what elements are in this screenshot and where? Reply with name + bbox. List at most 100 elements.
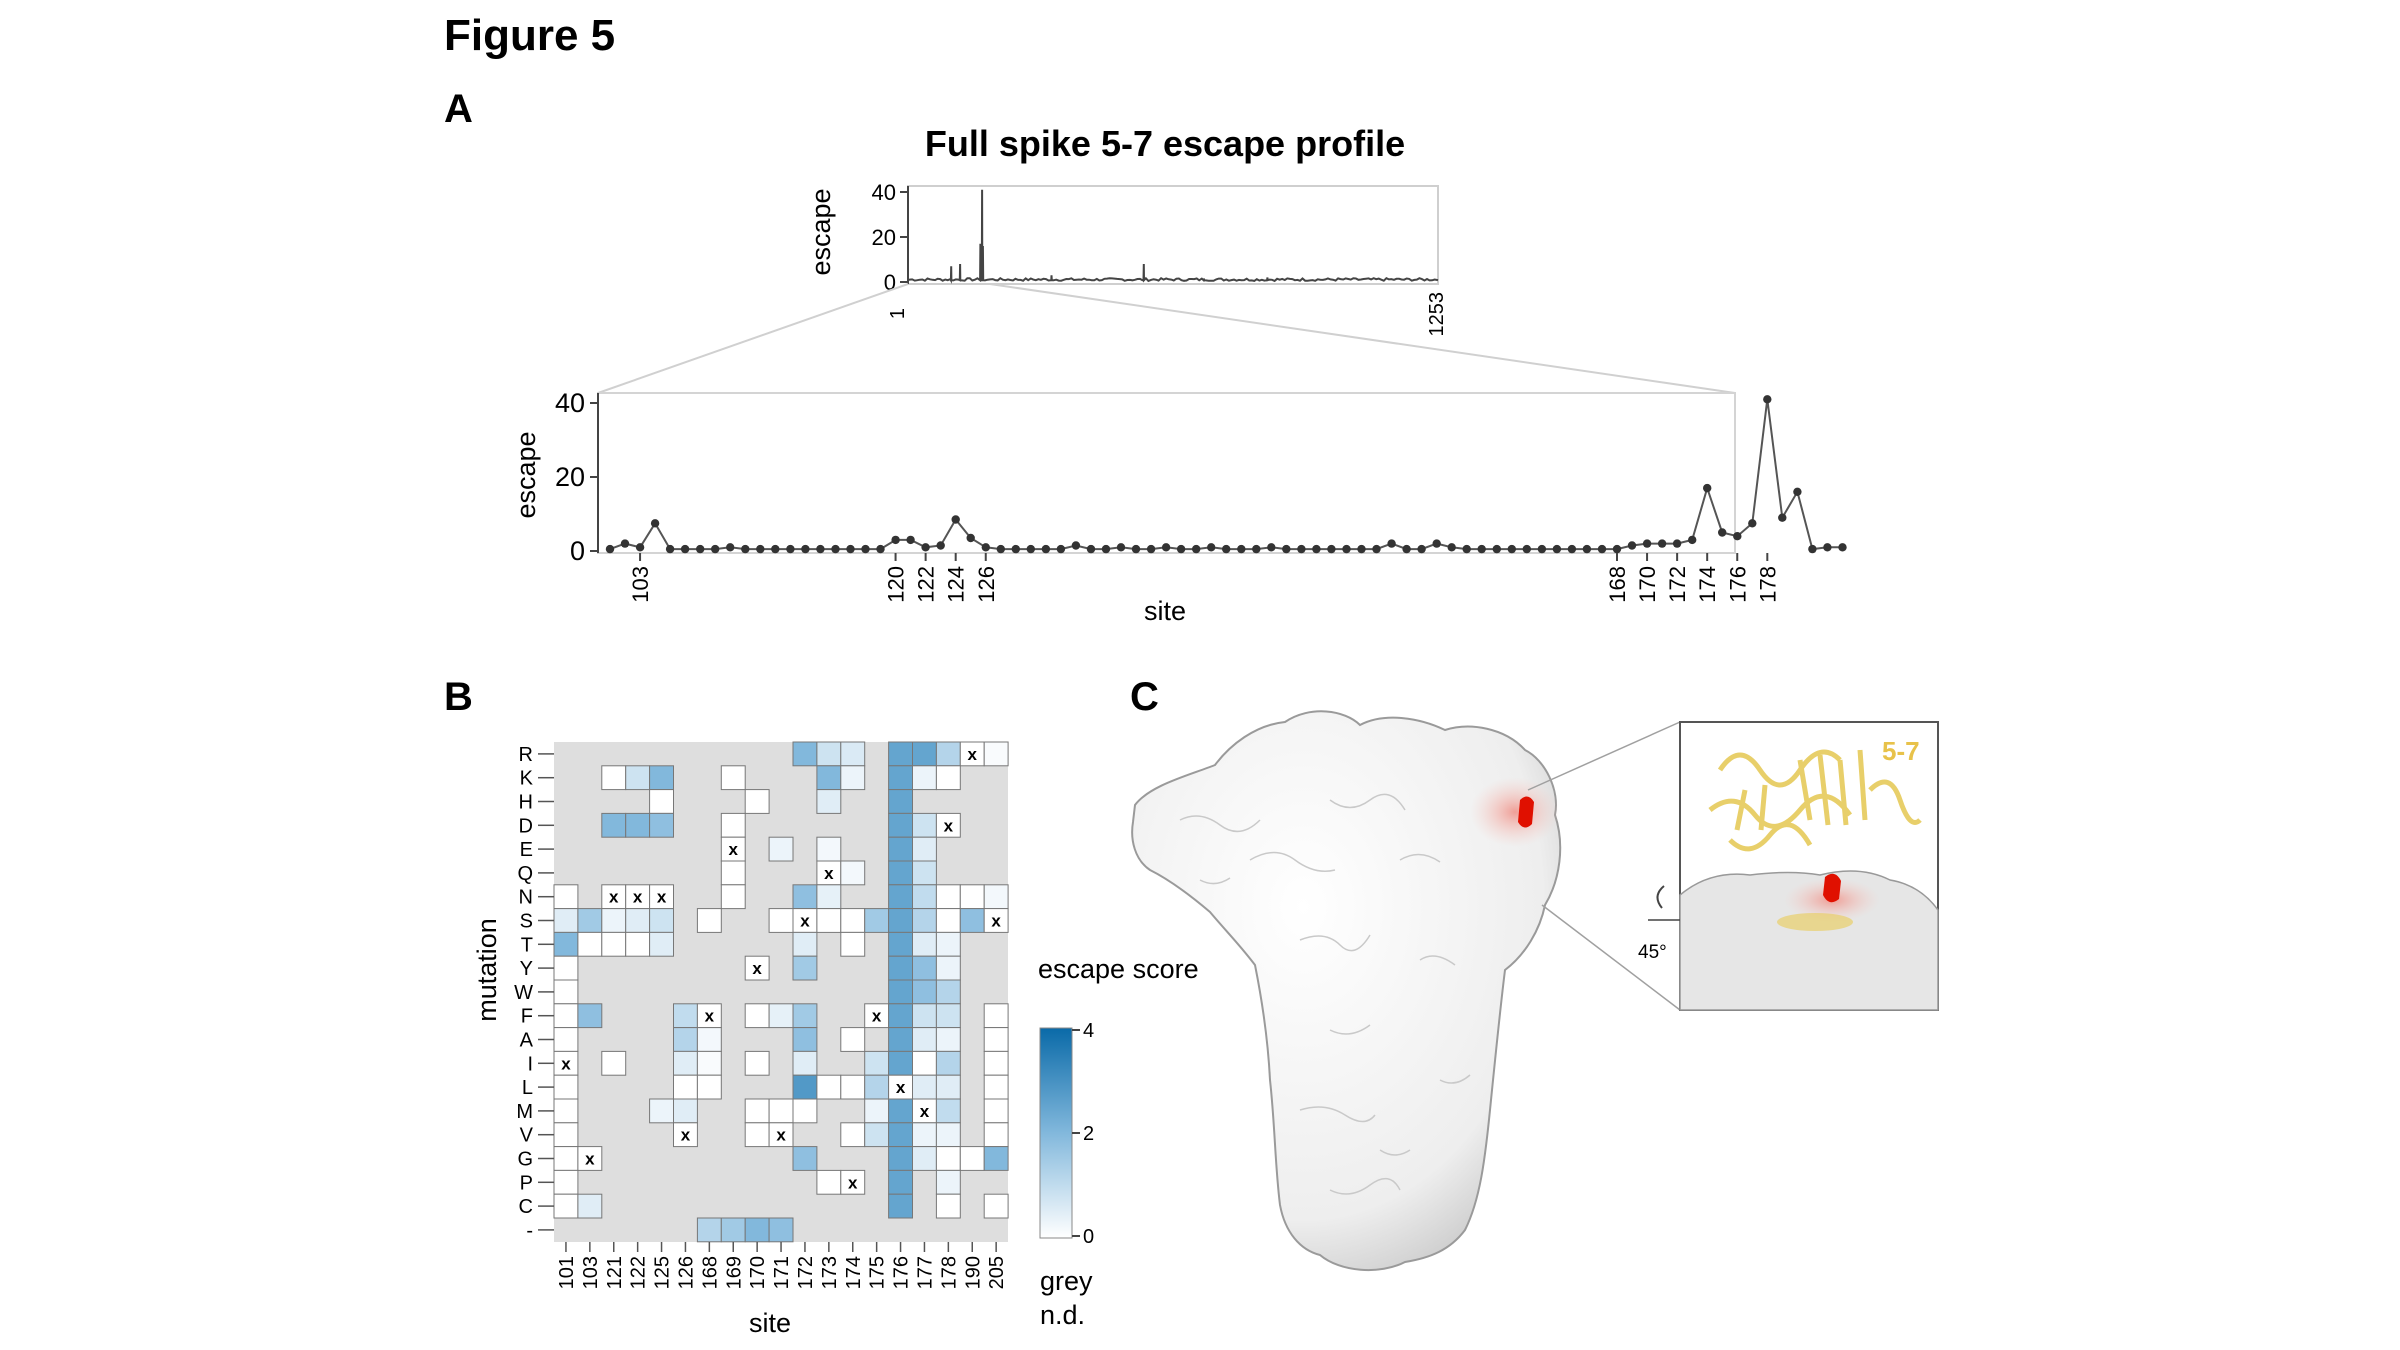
zoomed-escape-point bbox=[771, 544, 780, 554]
colorbar-title-line1: escape score bbox=[1038, 954, 1199, 984]
heatmap-cell bbox=[744, 789, 770, 814]
zoomed-escape-line bbox=[609, 399, 1843, 551]
zoomed-escape-point bbox=[1718, 528, 1727, 537]
heatmap-cell bbox=[888, 1146, 913, 1171]
heatmap-col-label: 101 bbox=[556, 1256, 578, 1289]
heatmap-cell bbox=[935, 1122, 961, 1148]
heatmap-cell bbox=[696, 1050, 722, 1076]
zoomed-escape-point bbox=[1071, 541, 1081, 550]
heatmap-wildtype-cell bbox=[768, 1122, 794, 1148]
heatmap-cell bbox=[696, 1217, 722, 1243]
heatmap-cell bbox=[768, 836, 794, 862]
heatmap-cell bbox=[935, 1003, 961, 1029]
heatmap-cell bbox=[673, 1074, 698, 1100]
heatmap-cell bbox=[601, 1050, 627, 1076]
heatmap-cell bbox=[744, 1050, 770, 1076]
heatmap-cell bbox=[577, 1193, 603, 1219]
zoomed-escape-point bbox=[1372, 544, 1381, 554]
heatmap-cell bbox=[983, 1027, 1009, 1052]
heatmap-cell bbox=[864, 908, 890, 933]
zoomed-escape-point bbox=[1733, 532, 1742, 541]
heatmap-row-label: P bbox=[520, 1172, 533, 1194]
heatmap-wildtype-cell bbox=[577, 1146, 603, 1171]
zoomed-escape-point bbox=[1026, 544, 1036, 554]
zoomed-escape-point bbox=[1462, 544, 1471, 554]
heatmap-cell bbox=[888, 1122, 913, 1148]
heatmap-cell bbox=[983, 1050, 1009, 1076]
heatmap-cell bbox=[649, 812, 674, 838]
zoomed-escape-point bbox=[696, 544, 705, 554]
zoomed-escape-point bbox=[1477, 544, 1486, 554]
wildtype-x-mark: x bbox=[609, 888, 619, 907]
zoomed-escape-point bbox=[1192, 544, 1201, 554]
heatmap-cell bbox=[768, 1217, 794, 1243]
heatmap-cell bbox=[673, 1027, 698, 1052]
heatmap-cell bbox=[912, 812, 937, 838]
heatmap-cell bbox=[983, 1122, 1009, 1148]
heatmap-cell bbox=[744, 1217, 770, 1243]
heatmap-cell bbox=[912, 1050, 937, 1076]
heatmap-wildtype-cell bbox=[744, 955, 770, 981]
heatmap-cell bbox=[888, 884, 913, 910]
heatmap-cell bbox=[935, 741, 961, 767]
zoomed-escape-point bbox=[966, 533, 975, 543]
zoomed-escape-point bbox=[711, 544, 720, 554]
heatmap-col-label: 122 bbox=[628, 1256, 650, 1289]
heatmap-cell bbox=[577, 908, 603, 933]
heatmap-cell bbox=[959, 1146, 985, 1171]
wildtype-x-mark: x bbox=[633, 888, 643, 907]
antibody-label: 5-7 bbox=[1882, 736, 1920, 766]
heatmap-cell bbox=[840, 860, 866, 886]
heatmap-row-label: - bbox=[526, 1220, 533, 1242]
heatmap-col-label: 169 bbox=[723, 1256, 745, 1289]
inset-connector-bottom bbox=[1541, 904, 1681, 1011]
heatmap-cell bbox=[912, 1003, 937, 1029]
heatmap-cell bbox=[912, 765, 937, 791]
heatmap-cell bbox=[792, 741, 818, 767]
heatmap-cell bbox=[673, 1003, 698, 1029]
zoomed-y-tick-label: 20 bbox=[555, 462, 585, 492]
heatmap-wildtype-cell bbox=[983, 908, 1009, 933]
heatmap-col-label: 178 bbox=[938, 1256, 960, 1289]
heatmap-col-label: 205 bbox=[986, 1256, 1008, 1289]
heatmap-cell bbox=[792, 1027, 818, 1052]
heatmap-cell bbox=[840, 931, 866, 957]
zoomed-escape-point bbox=[1387, 539, 1396, 548]
heatmap-cell bbox=[840, 1027, 866, 1052]
wildtype-x-mark: x bbox=[800, 912, 810, 931]
figure-title: Figure 5 bbox=[444, 11, 615, 60]
heatmap-cell bbox=[553, 955, 579, 981]
heatmap-cell bbox=[935, 1050, 961, 1076]
heatmap-cell bbox=[792, 1098, 818, 1124]
zoomed-escape-point bbox=[906, 535, 915, 545]
heatmap-cell bbox=[888, 1050, 913, 1076]
heatmap-cell bbox=[649, 789, 674, 814]
heatmap-cell bbox=[935, 1027, 961, 1052]
heatmap-cell bbox=[601, 931, 627, 957]
heatmap-cell bbox=[912, 931, 937, 957]
heatmap-cell bbox=[888, 1193, 913, 1219]
zoomed-escape-point bbox=[665, 544, 675, 554]
heatmap-cell bbox=[720, 1217, 746, 1243]
heatmap-cell bbox=[935, 1193, 961, 1219]
zoomed-escape-point bbox=[1086, 544, 1096, 554]
overview-x-tick-end: 1253 bbox=[1426, 292, 1448, 337]
heatmap-wildtype-cell bbox=[673, 1122, 698, 1148]
panel-c-label: C bbox=[1130, 675, 1159, 719]
heatmap-cell bbox=[768, 908, 794, 933]
zoomed-x-tick-label: 172 bbox=[1665, 566, 1690, 603]
zoomed-escape-point bbox=[1432, 539, 1441, 548]
zoomed-escape-point bbox=[1688, 535, 1697, 545]
heatmap-cell bbox=[888, 931, 913, 957]
zoomed-escape-point bbox=[1748, 519, 1757, 528]
zoomed-y-label: escape bbox=[511, 431, 541, 518]
heatmap-cell bbox=[935, 1169, 961, 1195]
heatmap-cell bbox=[888, 979, 913, 1005]
heatmap-cell bbox=[888, 1027, 913, 1052]
heatmap-col-label: 125 bbox=[652, 1256, 674, 1289]
colorbar: escape score 4 2 0 grey n.d. bbox=[1038, 954, 1199, 1330]
heatmap-cell bbox=[720, 812, 746, 838]
heatmap-cell bbox=[792, 1146, 818, 1171]
heatmap-cell bbox=[983, 884, 1009, 910]
zoomed-escape-point bbox=[846, 544, 855, 554]
